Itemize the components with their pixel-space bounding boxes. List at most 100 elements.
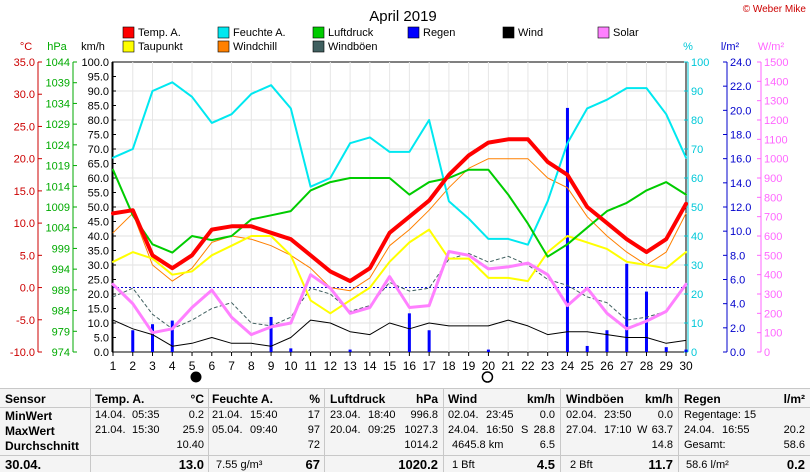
temp-max-date: 21.04. [95, 424, 126, 436]
humidity-current-value: 67 [305, 457, 320, 472]
wind-min-date: 02.04. [448, 409, 479, 421]
rain-bar [151, 324, 155, 352]
temp-tick-label: -5.0 [16, 315, 35, 327]
legend-swatch [122, 26, 135, 39]
pressure-max-time: 09:25 [368, 424, 396, 436]
gust-min-time: 23:50 [604, 409, 632, 421]
pressure-tick-label: 1029 [46, 119, 70, 131]
plot-grid [112, 61, 687, 353]
rain-total-label: Gesamt: [684, 439, 726, 451]
pressure-tick-label: 1039 [46, 78, 70, 90]
legend-label: Windchill [233, 41, 277, 53]
solar-tick-label: 0 [764, 347, 770, 359]
humidity-tick-label: 80 [691, 115, 703, 127]
solar-tick-label: 1400 [764, 76, 788, 88]
legend-label: Taupunkt [138, 41, 183, 53]
x-tick-label: 26 [600, 359, 614, 373]
series-line-windb-en [112, 252, 687, 330]
wind-tick-label: 5.0 [94, 333, 109, 345]
rain-bar [170, 320, 174, 352]
rain-bars [131, 107, 688, 353]
chart-legend: Temp. A. Taupunkt Feuchte A. Windchill Luftd… [122, 26, 639, 53]
x-tick-label: 28 [640, 359, 654, 373]
rain-bar [407, 313, 411, 352]
stats-table: Sensor Temp. A. °C Feuchte A. % Luftdruc… [0, 388, 810, 472]
x-tick-label: 9 [268, 359, 275, 373]
solar-tick-label: 900 [764, 173, 782, 185]
rain-tick-label: 2.0 [730, 323, 745, 335]
humidity-tick-label: 70 [691, 144, 703, 156]
legend-swatch [217, 40, 230, 53]
x-tick-label: 15 [383, 359, 397, 373]
legend-swatch [502, 26, 515, 39]
rain-bar [131, 330, 135, 352]
wind-tick-label: 55.0 [88, 188, 109, 200]
series-line-windchill [112, 158, 687, 292]
pressure-tick-label: 1014 [46, 181, 70, 193]
temp-tick-label: 10.0 [14, 218, 35, 230]
solar-tick-label: 1000 [764, 154, 788, 166]
wind-max-direction: S [521, 424, 529, 436]
temp-tick-label: 30.0 [14, 89, 35, 101]
header-wind-unit: km/h [526, 392, 555, 406]
wind-current-value: 4.5 [536, 457, 555, 472]
header-temp: Temp. A. [95, 392, 145, 406]
rain-current-value: 0.2 [786, 457, 805, 472]
humidity-max-date: 05.04. [212, 424, 243, 436]
gust-max-date: 27.04. [566, 424, 597, 436]
legend-label: Feuchte A. [233, 27, 286, 39]
wind-min-value: 0.0 [539, 409, 555, 421]
wind-tick-label: 70.0 [88, 144, 109, 156]
solar-unit-label: W/m² [758, 41, 785, 53]
solar-tick-label: 1100 [764, 134, 788, 146]
rain-bar [348, 349, 352, 352]
x-tick-label: 11 [304, 359, 317, 373]
x-tick-label: 14 [363, 359, 377, 373]
credit-label: © Weber Mike [743, 4, 807, 15]
x-tick-label: 12 [324, 359, 338, 373]
legend-swatch [407, 26, 420, 39]
wind-tick-label: 75.0 [88, 130, 109, 142]
legend-swatch [122, 40, 135, 53]
pressure-tick-label: 994 [52, 264, 70, 276]
gust-beaufort-value: 2 Bft [570, 459, 593, 471]
header-humidity-unit: % [309, 392, 320, 406]
row-label-date: 30.04. [5, 457, 42, 472]
solar-tick-label: 1200 [764, 115, 788, 127]
wind-max-value: 28.8 [533, 424, 555, 436]
humidity-tick-label: 0 [691, 347, 697, 359]
header-humidity: Feuchte A. [212, 392, 273, 406]
solar-tick-label: 800 [764, 192, 782, 204]
wind-avg-value: 6.5 [539, 439, 555, 451]
rain-max-date: 24.04. [684, 424, 715, 436]
humidity-tick-label: 10 [691, 318, 703, 330]
rain-bar [664, 347, 668, 352]
rain-sum-value: 58.6 l/m² [686, 459, 729, 471]
wind-tick-label: 45.0 [88, 217, 109, 229]
rain-bar [269, 316, 273, 352]
gust-min-value: 0.0 [657, 409, 673, 421]
wind-distance-value: 4645.8 km [452, 439, 504, 451]
rain-tick-label: 0.0 [730, 347, 745, 359]
wind-min-time: 23:45 [486, 409, 514, 421]
solar-tick-label: 300 [764, 289, 782, 301]
wind-tick-label: 35.0 [88, 246, 109, 258]
x-tick-label: 1 [110, 359, 117, 373]
rain-tick-label: 22.0 [730, 81, 751, 93]
gust-max-time: 17:10 [604, 424, 632, 436]
rain-bar [605, 330, 609, 352]
rain-bar [684, 349, 688, 352]
rain-tick-label: 20.0 [730, 105, 751, 117]
wind-tick-label: 40.0 [88, 231, 109, 243]
temp-tick-label: 20.0 [14, 154, 35, 166]
temp-min-time: 05:35 [132, 409, 160, 421]
wind-max-time: 16:50 [486, 424, 514, 436]
pressure-tick-label: 1044 [46, 57, 70, 69]
gust-min-date: 02.04. [566, 409, 597, 421]
pressure-min-time: 18:40 [368, 409, 396, 421]
rain-tick-label: 24.0 [730, 57, 751, 69]
humidity-min-time: 15:40 [250, 409, 278, 421]
rain-tick-label: 16.0 [730, 154, 751, 166]
header-pressure-unit: hPa [415, 392, 438, 406]
legend-label: Solar [613, 27, 639, 39]
